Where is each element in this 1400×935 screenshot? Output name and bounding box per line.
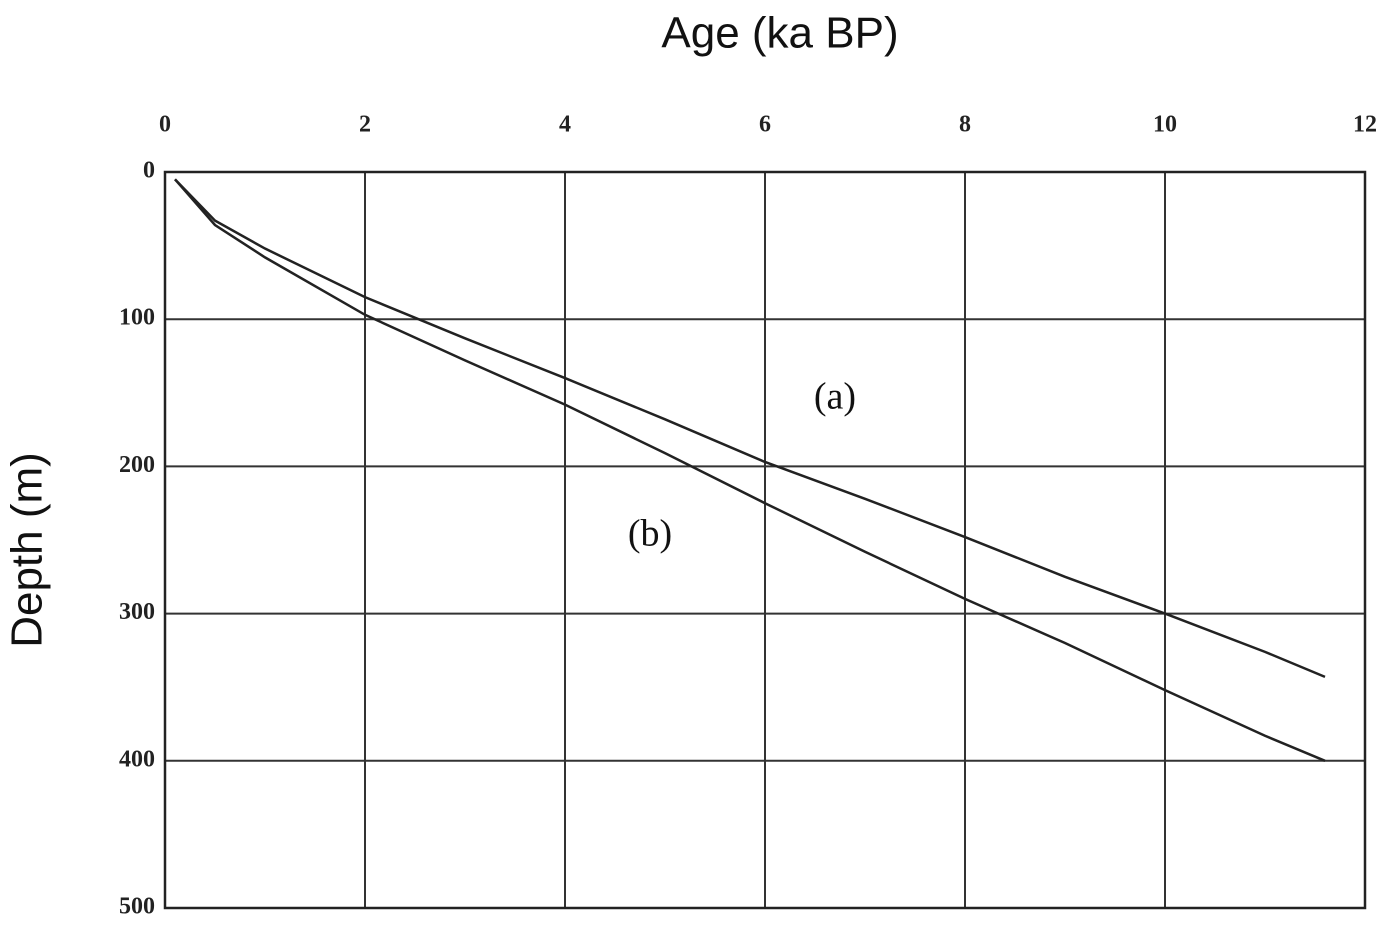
- annotation: (b): [628, 513, 672, 555]
- y-tick-label: 100: [119, 305, 155, 331]
- y-axis-title: Depth (m): [3, 452, 52, 648]
- y-tick-label: 200: [119, 452, 155, 478]
- x-tick-label: 0: [159, 112, 171, 138]
- y-tick-label: 500: [119, 894, 155, 920]
- line-series: [174, 178, 1326, 762]
- x-tick-label: 12: [1353, 112, 1377, 138]
- y-tick-label: 300: [119, 599, 155, 625]
- x-tick-label: 2: [359, 112, 371, 138]
- x-tick-label: 6: [759, 112, 771, 138]
- plot-frame: [163, 170, 1367, 910]
- annotation: (a): [814, 376, 856, 418]
- y-tick-label: 0: [143, 158, 155, 184]
- x-tick-label: 8: [959, 112, 971, 138]
- x-tick-label: 10: [1153, 112, 1177, 138]
- y-tick-label: 400: [119, 746, 155, 772]
- x-tick-label: 4: [559, 112, 571, 138]
- line-series: [174, 178, 1326, 679]
- x-axis-title: Age (ka BP): [661, 9, 898, 58]
